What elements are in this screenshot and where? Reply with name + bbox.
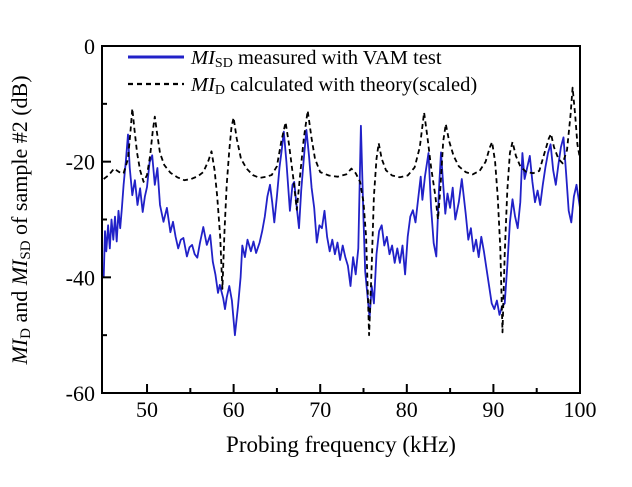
y-tick-label: -40 <box>66 265 95 290</box>
series-mid-theory-line <box>103 86 580 337</box>
x-axis-title: Probing frequency (kHz) <box>226 432 456 457</box>
x-tick-label: 90 <box>482 397 504 422</box>
x-tick-label: 80 <box>396 397 418 422</box>
legend-label-mid-theory: MID calculated with theory(scaled) <box>190 74 477 98</box>
axes-layer <box>101 45 581 394</box>
plot-frame <box>101 45 581 394</box>
x-tick-label: 70 <box>309 397 331 422</box>
legend: MISD measured with VAM test MID calculate… <box>128 47 477 98</box>
y-tick-label: -60 <box>66 381 95 406</box>
tick-label-layer: 50 60 70 80 90 100 0 -20 -40 -60 <box>66 34 597 422</box>
x-tick-label: 50 <box>136 397 158 422</box>
series-misd-measured-line <box>102 124 580 337</box>
y-tick-label: -20 <box>66 150 95 175</box>
y-tick-label: 0 <box>84 34 95 59</box>
x-tick-label: 100 <box>564 397 597 422</box>
series-layer <box>102 86 580 337</box>
x-tick-label: 60 <box>223 397 245 422</box>
legend-label-misd-measured: MISD measured with VAM test <box>190 47 442 71</box>
y-axis-title: MID and MISD of sample #2 (dB) <box>7 75 34 365</box>
